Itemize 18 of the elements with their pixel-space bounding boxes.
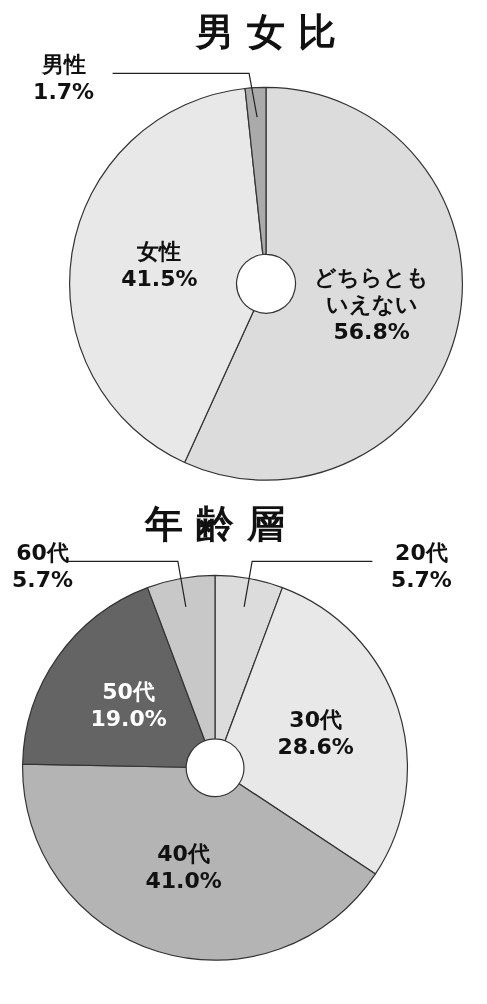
slice-label: 50代 — [102, 678, 155, 704]
slice-label: どちらともいえない — [314, 265, 430, 318]
slice-label: 40代 — [157, 841, 210, 867]
slice-label: 男性 — [40, 51, 86, 77]
data-label: 56.8% — [333, 319, 410, 345]
data-label: 5.7% — [390, 566, 452, 592]
data-label: 19.0% — [90, 705, 167, 731]
data-label: 41.0% — [145, 868, 222, 894]
slice-label: 20代 — [395, 539, 448, 565]
slice-label: 30代 — [289, 707, 342, 733]
chart-title: 年 齢 層 — [143, 501, 286, 546]
data-label: 41.5% — [121, 265, 198, 291]
chart-title: 男 女 比 — [194, 9, 337, 54]
slice-label: 60代 — [16, 539, 69, 565]
data-label: 1.7% — [33, 78, 95, 104]
slice-label: 女性 — [136, 238, 182, 264]
data-label: 28.6% — [277, 734, 354, 760]
data-label: 5.7% — [12, 566, 74, 592]
